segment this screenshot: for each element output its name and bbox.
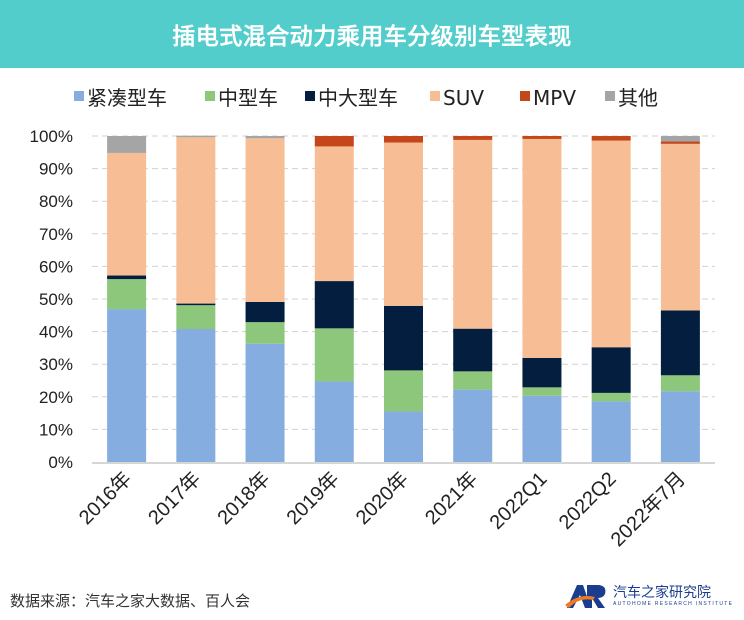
- bar-segment: [591, 136, 631, 141]
- bar-segment: [660, 391, 700, 462]
- bar-segment: [245, 138, 285, 302]
- ar-logo-icon: [565, 585, 606, 608]
- legend-label: MPV: [533, 86, 576, 110]
- legend-swatch: [74, 91, 84, 101]
- bar-segment: [384, 136, 423, 143]
- bar-segment: [660, 143, 700, 311]
- bar-segment: [314, 136, 354, 147]
- legend-swatch: [605, 91, 615, 101]
- y-tick-label: 0%: [48, 453, 73, 472]
- y-tick-label: 20%: [39, 388, 73, 407]
- y-tick-label: 30%: [39, 355, 73, 374]
- bar-segment: [522, 387, 562, 396]
- bar-segment: [245, 343, 285, 462]
- bar-segment: [453, 371, 493, 390]
- bar-segment: [107, 136, 147, 153]
- x-tick-label: 2022Q1: [486, 468, 552, 534]
- y-tick-label: 80%: [39, 192, 73, 211]
- legend-label: 中型车: [218, 86, 278, 110]
- x-axis: 2016年 2017年 2018年 2019年 2020年 2021年 2022Q1 2022…: [74, 467, 690, 551]
- autohome-logo: 汽车之家研究院 AUTOHOME RESEARCH INSTITUTE: [565, 583, 733, 609]
- logo-text-en: AUTOHOME RESEARCH INSTITUTE: [613, 600, 734, 607]
- x-tick-label: 2019年: [282, 467, 344, 529]
- bar-segment: [660, 136, 700, 142]
- bar-segment: [314, 281, 354, 329]
- legend-swatch: [305, 91, 315, 101]
- y-tick-label: 40%: [39, 323, 73, 342]
- bar-segment: [453, 139, 493, 329]
- bar-segment: [591, 347, 631, 393]
- legend-label: SUV: [443, 86, 484, 110]
- legend-label: 其他: [618, 86, 658, 110]
- bar-segment: [522, 138, 562, 359]
- bar-segment: [384, 411, 423, 462]
- bar-segment: [522, 136, 562, 139]
- bar-segment: [660, 375, 700, 392]
- bar-segment: [660, 141, 700, 144]
- bar-segment: [176, 328, 216, 462]
- bar-segment: [245, 301, 285, 323]
- legend-swatch: [520, 91, 530, 101]
- x-tick-label: 2020年: [351, 467, 413, 529]
- bar-segment: [453, 136, 493, 140]
- bar-segment: [176, 135, 216, 138]
- bar-segment: [107, 309, 147, 462]
- y-tick-label: 50%: [39, 290, 73, 309]
- y-tick-label: 70%: [39, 225, 73, 244]
- bar-segment: [314, 146, 354, 282]
- bar-segment: [176, 137, 216, 304]
- bar-segment: [384, 370, 423, 412]
- legend-swatch: [430, 91, 440, 101]
- bar-segment: [453, 328, 493, 372]
- y-tick-label: 100%: [30, 127, 73, 146]
- data-source: 数据来源：汽车之家大数据、百人会: [10, 592, 251, 610]
- bar-segment: [176, 303, 216, 306]
- legend-label: 紧凑型车: [87, 86, 167, 110]
- bar-segment: [245, 322, 285, 344]
- legend-swatch: [205, 91, 215, 101]
- x-tick-label: 2022Q2: [555, 468, 621, 534]
- x-tick-label: 2016年: [74, 467, 136, 529]
- bar-segment: [314, 381, 354, 462]
- y-axis: 0% 10% 20% 30% 40% 50% 60% 70% 80% 90% 100%: [30, 127, 73, 472]
- chart-title: 插电式混合动力乘用车分级别车型表现: [172, 24, 572, 50]
- bar-segment: [522, 395, 562, 462]
- bar-segment: [314, 328, 354, 382]
- legend: 紧凑型车 中型车 中大型车 SUV MPV 其他: [74, 86, 658, 110]
- bar-segment: [660, 310, 700, 376]
- logo-text-cn: 汽车之家研究院: [613, 584, 711, 601]
- bar-segment: [176, 305, 216, 329]
- bar-segment: [107, 279, 147, 310]
- bar-segment: [591, 392, 631, 402]
- bar-segment: [245, 136, 285, 139]
- x-tick-label: 2018年: [213, 467, 275, 529]
- bar-segment: [522, 358, 562, 388]
- bar-segment: [591, 140, 631, 348]
- title-banner: 插电式混合动力乘用车分级别车型表现: [0, 0, 744, 68]
- x-tick-label: 2021年: [420, 467, 482, 529]
- bar-segment: [384, 142, 423, 306]
- y-tick-label: 10%: [39, 420, 73, 439]
- bar-segment: [453, 389, 493, 462]
- bars: [107, 135, 700, 462]
- x-tick-label: 2017年: [143, 467, 205, 529]
- legend-label: 中大型车: [318, 86, 398, 110]
- bar-segment: [384, 305, 423, 371]
- bar-segment: [107, 152, 147, 276]
- bar-segment: [107, 275, 147, 280]
- x-tick-label: 2022年7月: [606, 467, 690, 551]
- y-tick-label: 90%: [39, 160, 73, 179]
- bar-segment: [591, 401, 631, 462]
- y-tick-label: 60%: [39, 257, 73, 276]
